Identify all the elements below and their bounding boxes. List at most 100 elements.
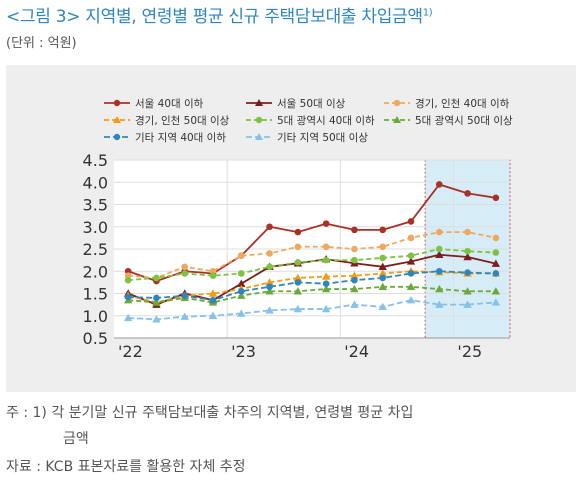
data-point (351, 226, 358, 234)
data-point (464, 190, 471, 197)
data-point (379, 226, 387, 234)
data-point (435, 267, 443, 275)
data-point (208, 311, 218, 319)
data-point (237, 252, 245, 259)
data-point (293, 287, 303, 295)
x-tick-label: '22 (118, 342, 143, 361)
legend-item: 서울 40대 이하 (104, 97, 204, 110)
data-point (294, 279, 302, 286)
data-point (123, 313, 133, 322)
line-chart: 4.5 4.0 3.5 3.0 2.5 2.0 1.5 1.0 0.5 '22 '23 '24 '25 서… (83, 97, 513, 361)
y-tick-label: 2.0 (83, 262, 108, 281)
data-point (266, 223, 273, 231)
data-point (124, 276, 132, 284)
legend-item: 경기, 인천 40대 이하 (384, 97, 510, 110)
data-point (491, 298, 501, 306)
data-point (492, 194, 500, 202)
legend-marker (255, 133, 263, 140)
data-point (464, 269, 471, 276)
data-point (350, 271, 359, 279)
data-point (491, 287, 501, 295)
data-point (491, 259, 501, 267)
y-tick-label: 3.0 (83, 218, 108, 237)
data-point (351, 276, 358, 284)
data-point (351, 245, 358, 253)
series-line (127, 183, 496, 282)
data-point (406, 257, 416, 265)
data-point (237, 287, 245, 295)
data-point (463, 252, 472, 261)
data-point (265, 287, 274, 295)
legend-item: 기타 지역 40대 이하 (104, 131, 226, 144)
data-point (265, 278, 274, 286)
data-point (181, 270, 189, 277)
data-point (266, 283, 273, 291)
data-point (152, 315, 161, 323)
data-point (321, 284, 331, 293)
data-point (152, 298, 161, 306)
legend-marker (393, 99, 401, 107)
legend-marker (113, 99, 121, 107)
y-tick-label: 4.5 (83, 151, 108, 170)
data-point (407, 270, 415, 277)
y-tick-label: 1.0 (83, 307, 108, 326)
legend-label: 5대 광역시 40대 이하 (277, 114, 375, 127)
data-point (378, 302, 387, 311)
data-point (124, 293, 132, 301)
data-point (435, 181, 443, 188)
data-point (379, 254, 387, 262)
data-point (407, 252, 415, 259)
data-point (378, 282, 387, 291)
data-point (294, 243, 302, 251)
data-point (351, 256, 358, 264)
legend-marker (255, 99, 263, 106)
data-point (378, 262, 387, 270)
data-point (237, 291, 246, 299)
data-point (181, 263, 189, 271)
y-tick-label: 0.5 (83, 329, 108, 348)
data-point (266, 263, 273, 271)
chart-title: <그림 3> 지역별, 연령별 평균 신규 주택담보대출 차입금액1) (6, 7, 433, 27)
data-point (153, 274, 160, 282)
data-point (435, 245, 443, 253)
data-point (492, 270, 500, 277)
series-line (128, 248, 496, 282)
legend-label: 5대 광역시 50대 이상 (415, 115, 513, 127)
data-point (321, 304, 331, 313)
data-point (435, 228, 443, 236)
unit-label: (단위 : 억원) (6, 36, 77, 51)
data-point (293, 273, 303, 282)
data-point (464, 228, 471, 236)
data-point (180, 312, 189, 320)
data-point (435, 250, 444, 258)
y-tick-label: 4.0 (83, 173, 108, 192)
data-point (181, 292, 189, 300)
data-point (322, 220, 330, 227)
data-point (407, 218, 415, 225)
y-tick-label: 3.5 (83, 196, 108, 215)
legend-item: 5대 광역시 50대 이상 (384, 115, 513, 127)
data-point (378, 269, 387, 277)
footnote: 주 : 1) 각 분기말 신규 주택담보대출 차주의 지역별, 연령별 평균 차… (6, 405, 414, 421)
data-point (266, 250, 273, 257)
legend-marker (113, 133, 121, 141)
legend-item: 서울 50대 이상 (246, 98, 346, 110)
series-line (127, 270, 496, 304)
data-point (322, 243, 330, 251)
data-point (237, 279, 246, 287)
x-tick-label: '24 (344, 342, 369, 361)
data-point (350, 284, 359, 293)
legend-item: 경기, 인천 50대 이상 (104, 114, 230, 127)
series-line (128, 299, 496, 321)
legend-label: 서울 50대 이상 (277, 98, 346, 110)
data-point (407, 234, 415, 242)
data-point (350, 300, 359, 308)
x-tick-label: '23 (231, 342, 256, 361)
data-point (209, 272, 217, 279)
data-point (379, 243, 387, 251)
data-point (294, 228, 302, 236)
data-point (153, 294, 160, 302)
data-point (322, 280, 330, 288)
series-line (128, 231, 497, 279)
y-tick-label: 1.5 (83, 285, 108, 304)
